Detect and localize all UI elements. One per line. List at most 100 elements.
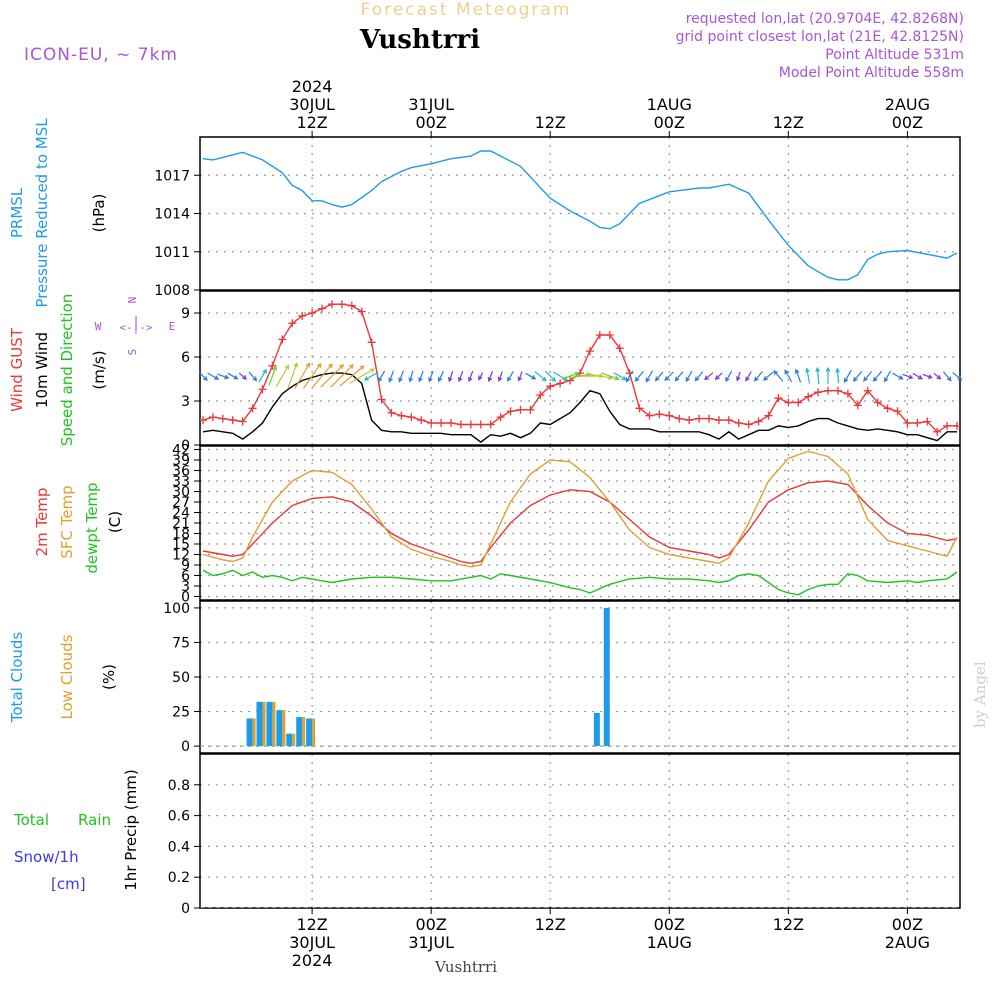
wind-arrow (825, 366, 831, 385)
gust-marker (744, 420, 753, 429)
panel-label: SFC Temp (58, 485, 76, 558)
gust-marker (208, 413, 217, 422)
product-title: Forecast Meteogram (361, 0, 572, 20)
precip-label: Rain (78, 811, 111, 829)
gust-marker (754, 417, 763, 426)
gust-marker (893, 407, 902, 416)
wind-arrow (714, 372, 723, 381)
gust-marker (675, 414, 684, 423)
gust-marker (308, 309, 317, 317)
wind-arrow (634, 370, 644, 382)
gust-marker (516, 405, 525, 414)
gust-marker (496, 413, 505, 422)
wind-arrow (339, 365, 365, 387)
wind-arrow (534, 370, 547, 382)
gust-marker (903, 419, 912, 427)
gust-marker (318, 304, 327, 313)
gust-marker (218, 414, 227, 423)
precip-label: [cm] (51, 875, 86, 893)
wind-arrow (258, 368, 267, 383)
time-label: 1AUG (647, 95, 692, 114)
gust-marker (327, 300, 336, 309)
y-tick-label: 0.6 (168, 809, 190, 825)
gust-marker (704, 414, 713, 423)
gust-marker (724, 416, 733, 425)
gust-marker (585, 347, 594, 356)
gust-marker (873, 398, 882, 407)
pressure-panel: 1008 1011 1014 1017 PRMSL Pressure Reduced to… (8, 118, 961, 308)
time-label: 12Z (773, 113, 804, 132)
time-label: 00Z (416, 915, 447, 934)
time-label: 2AUG (885, 95, 930, 114)
y-tick-label: 0 (181, 739, 190, 755)
panel-label: PRMSL (8, 187, 26, 238)
gust-marker (655, 410, 664, 419)
time-label: 12Z (535, 915, 566, 934)
gust-marker (714, 416, 723, 425)
series-line (202, 150, 958, 281)
gust-marker (923, 417, 932, 426)
time-label: 31JUL (408, 95, 454, 114)
y-tick-label: 6 (181, 350, 190, 366)
panel-label: 10m Wind (33, 332, 51, 408)
gust-marker (883, 404, 892, 413)
time-label: 00Z (892, 915, 923, 934)
precip-label: Total (13, 811, 49, 829)
wind-arrow (835, 367, 841, 384)
wind-arrow (883, 370, 892, 383)
wind-arrow (784, 369, 793, 382)
gust-marker (447, 419, 456, 427)
gust-marker (367, 338, 376, 347)
time-label: 12Z (296, 113, 327, 132)
wind-arrow (892, 372, 904, 380)
wind-arrow (762, 371, 774, 381)
wind-arrow (437, 370, 444, 383)
wind-arrow (674, 371, 684, 382)
wind-arrow (418, 370, 424, 383)
gust-marker (764, 411, 773, 420)
wind-arrow (467, 370, 474, 383)
compass-w: W (95, 320, 102, 333)
wind-arrow (922, 373, 933, 379)
wind-arrow (694, 371, 704, 382)
model-name: ICON-EU, ~ 7km (24, 45, 178, 65)
y-tick-label: 0.2 (168, 870, 190, 886)
series-group (200, 607, 960, 747)
gust-marker (476, 420, 485, 429)
wind-arrows (198, 362, 963, 390)
y-tick-label: 15 (172, 537, 190, 553)
series-line (202, 372, 957, 443)
precip-axis-label: 1hr Precip (mm) (122, 769, 140, 890)
precip-label: Snow/1h (14, 848, 79, 866)
y-tick-label: 6 (181, 569, 190, 585)
gust-marker (824, 386, 833, 395)
time-label: 12Z (296, 915, 327, 934)
wind-arrow (311, 363, 333, 389)
gust-marker (833, 386, 842, 395)
panel-frame (199, 753, 961, 909)
wind-arrow (287, 362, 299, 390)
wind-arrow (912, 372, 923, 380)
wind-arrow (645, 370, 654, 383)
gust-marker (427, 419, 436, 427)
wind-compass: N | W <-|-> E S (95, 297, 176, 356)
gust-marker (437, 419, 446, 427)
total-cloud-bar (246, 718, 253, 747)
panel-label: dewpt Temp (83, 482, 101, 573)
gust-marker (685, 416, 694, 425)
wind-arrow (952, 371, 963, 381)
clouds-panel: 0 25 50 75 100 Total Clouds Low Clouds (%) (8, 600, 961, 755)
station-title: Vushtrri (359, 25, 480, 55)
wind-arrow (902, 373, 914, 380)
wind-arrow (497, 371, 503, 382)
wind-arrow (507, 370, 514, 382)
wind-arrow (852, 370, 863, 382)
wind-arrow (736, 371, 741, 382)
time-label: 00Z (892, 113, 923, 132)
panel-label: Total Clouds (8, 632, 26, 724)
wind-arrow (625, 370, 634, 383)
credit: by Angel (971, 661, 989, 728)
wind-arrow (487, 370, 494, 383)
